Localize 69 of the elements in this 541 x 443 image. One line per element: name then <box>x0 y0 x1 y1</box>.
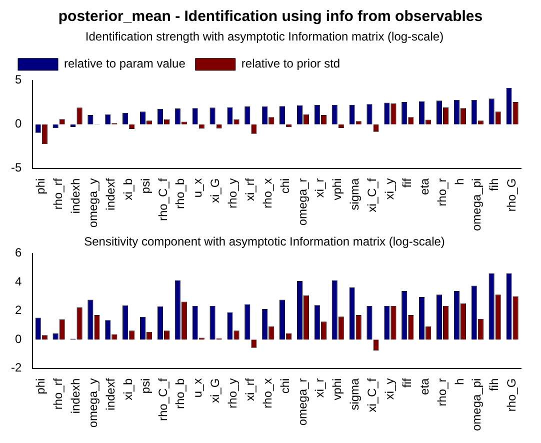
x-tick-label: sigma <box>348 378 362 410</box>
x-tick-label: rho_b <box>173 178 188 209</box>
x-tick-label: rho_G <box>504 378 519 412</box>
x-tick-label: rho_x <box>260 378 274 408</box>
legend-label: relative to prior std <box>241 56 340 71</box>
x-tick-label: xi_b <box>120 378 135 400</box>
x-tick-label: omega_y <box>86 378 100 428</box>
x-tick-label: eta <box>417 178 432 195</box>
x-tick-label: indexf <box>103 178 118 210</box>
x-tick-label: fif <box>400 378 414 388</box>
x-tick-label: xi_C_f <box>365 378 380 412</box>
x-tick-label: indexf <box>103 378 118 410</box>
x-tick-label: rho_rf <box>51 378 66 410</box>
x-tick-label: fih <box>487 178 502 191</box>
x-tick-label: omega_r <box>295 378 310 426</box>
x-tick-label: fif <box>400 178 414 188</box>
x-tick-label: eta <box>417 378 432 395</box>
x-tick-label: indexh <box>68 178 83 214</box>
x-tick-label: omega_y <box>86 178 100 228</box>
y-tick-label: 6 <box>14 246 22 260</box>
x-tick-label: rho_b <box>173 378 188 409</box>
x-tick-label: xi_G <box>208 178 222 203</box>
y-tick-label: 4 <box>14 274 22 288</box>
y-tick-label: 0 <box>14 332 22 346</box>
x-tick-label: indexh <box>68 378 83 414</box>
x-tick-label: omega_pi <box>470 178 484 232</box>
x-tick-label: rho_r <box>434 378 449 406</box>
x-tick-label: xi_y <box>382 378 397 400</box>
x-tick-label: xi_G <box>208 378 222 403</box>
x-tick-label: rho_C_f <box>156 378 170 421</box>
x-tick-label: rho_C_f <box>156 178 170 221</box>
x-tick-label: rho_rf <box>51 178 66 210</box>
chart-title: Sensitivity component with asymptotic Information matrix (log-scale) <box>84 234 445 249</box>
legend-label: relative to param value <box>64 56 186 71</box>
chart-subtitle: Identification strength with asymptotic Information matrix (log-scale) <box>85 30 444 44</box>
x-tick-label: xi_y <box>382 178 397 200</box>
x-tick-label: phi <box>34 178 48 194</box>
x-tick-label: xi_C_f <box>365 178 380 212</box>
x-tick-label: sigma <box>348 178 362 210</box>
x-tick-label: rho_G <box>504 178 519 212</box>
y-tick-label: -2 <box>11 360 22 375</box>
y-tick-label: 2 <box>14 303 22 318</box>
x-tick-label: omega_pi <box>470 378 484 432</box>
x-tick-label: u_x <box>190 378 205 398</box>
x-tick-label: h <box>452 378 466 385</box>
x-tick-label: rho_x <box>260 178 274 208</box>
x-tick-label: phi <box>34 378 48 394</box>
x-tick-label: xi_r <box>312 378 327 398</box>
x-tick-label: chi <box>278 178 292 194</box>
y-tick-label: 5 <box>14 72 22 87</box>
x-tick-label: xi_r <box>312 178 327 198</box>
x-tick-label: vphi <box>330 178 344 200</box>
x-tick-label: chi <box>278 378 292 394</box>
x-tick-label: rho_y <box>226 178 240 208</box>
chart-title: posterior_mean - Identification using info from observables <box>57 8 484 27</box>
x-tick-label: xi_rf <box>242 178 257 201</box>
x-tick-label: psi <box>138 378 152 394</box>
x-tick-label: fih <box>487 378 502 391</box>
x-tick-label: u_x <box>190 178 205 198</box>
x-tick-label: rho_y <box>226 378 240 408</box>
x-tick-label: rho_r <box>434 178 449 206</box>
x-tick-label: xi_rf <box>242 378 257 401</box>
x-tick-label: omega_r <box>295 178 310 226</box>
x-tick-label: h <box>452 178 466 185</box>
y-tick-label: -5 <box>11 160 22 175</box>
x-tick-label: vphi <box>330 378 344 400</box>
x-tick-label: xi_b <box>120 178 135 200</box>
y-tick-label: 0 <box>14 116 22 131</box>
x-tick-label: psi <box>138 178 152 194</box>
